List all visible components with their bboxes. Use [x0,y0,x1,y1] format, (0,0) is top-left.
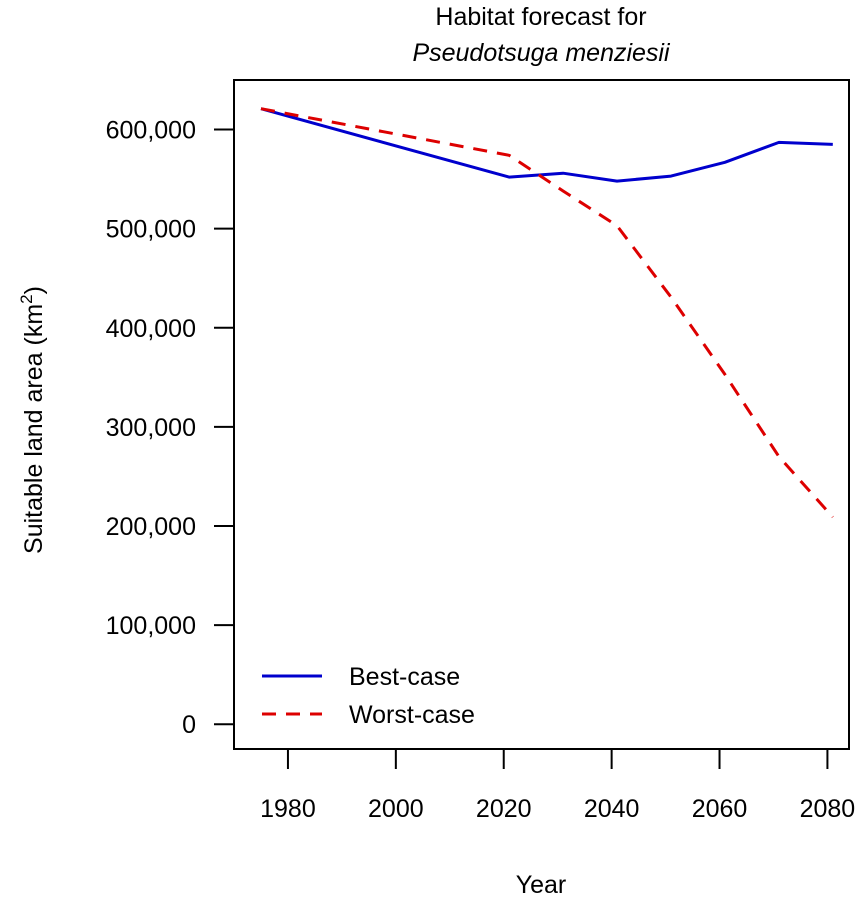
series-layer [260,107,834,519]
chart-title: Habitat forecast for [435,3,646,31]
legend-label-worst-case: Worst-case [349,701,475,729]
x-tick-label: 1980 [260,795,316,823]
y-axis-label-main: Suitable land area (km [20,304,48,554]
y-axis-label-suffix: ) [20,286,48,294]
y-axis-label: Suitable land area (km2) [17,286,48,554]
y-tick-label: 500,000 [106,216,196,244]
y-tick-label: 600,000 [106,117,196,145]
plot-frame [233,79,850,750]
y-tick-label: 300,000 [106,414,196,442]
legend: Best-case Worst-case [262,663,475,729]
x-tick-label: 2060 [692,795,748,823]
x-tick-label: 2020 [476,795,532,823]
x-tick-label: 2040 [584,795,640,823]
series-line-best-case [260,107,833,183]
y-axis: 0 100,000 200,000 300,000 400,000 500,000 600,… [106,117,234,739]
x-tick-label: 2080 [800,795,856,823]
chart-subtitle: Pseudotsuga menziesii [412,39,671,67]
y-tick-label: 100,000 [106,612,196,640]
x-axis-label: Year [516,871,567,898]
y-tick-label: 200,000 [106,513,196,541]
x-tick-label: 2000 [368,795,424,823]
y-tick-label: 0 [182,711,196,739]
y-axis-label-superscript: 2 [17,294,36,303]
legend-label-best-case: Best-case [349,663,460,691]
series-line-worst-case [260,107,834,519]
x-axis: 1980 2000 2020 2040 2060 2080 [260,749,855,823]
y-tick-label: 400,000 [106,315,196,343]
